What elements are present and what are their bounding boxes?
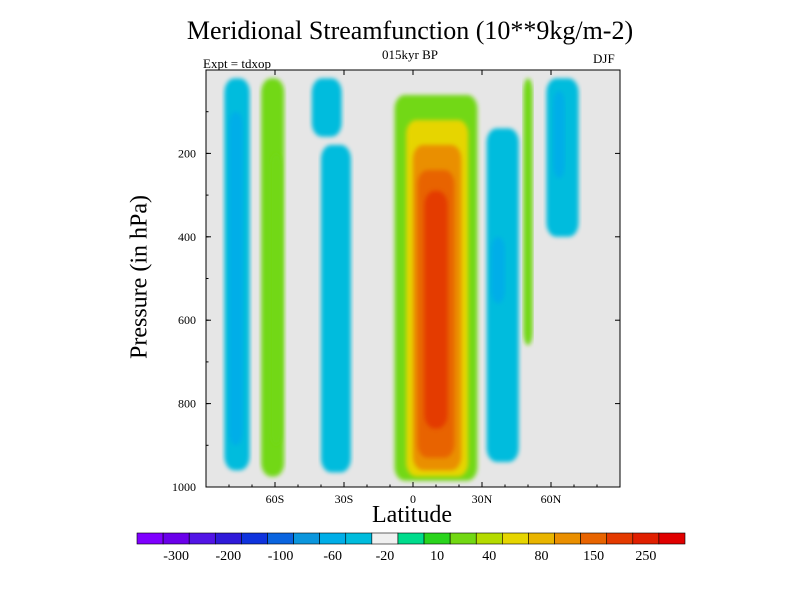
colorbar-swatch [658, 532, 686, 545]
contour-region-13 [523, 78, 533, 346]
chart-subtitle: 015kyr BP [382, 47, 438, 62]
colorbar-swatch [214, 532, 242, 545]
x-tick-label: 30S [335, 492, 354, 506]
x-tick-label: 60S [266, 492, 285, 506]
colorbar-swatch [528, 532, 555, 545]
colorbar-label: 250 [635, 549, 656, 564]
colorbar-swatch [371, 532, 399, 545]
colorbar-swatch [319, 532, 347, 545]
contour-region-1 [229, 111, 243, 446]
colorbar-label: -60 [323, 549, 342, 564]
chart-title: Meridional Streamfunction (10**9kg/m-2) [186, 16, 634, 45]
contour-region-10 [424, 190, 448, 429]
colorbar-label: 80 [534, 549, 548, 564]
colorbar-swatch [475, 532, 503, 545]
experiment-annotation: Expt = tdxop [203, 56, 271, 71]
contour-region-3 [270, 153, 282, 446]
colorbar-label: -100 [268, 549, 294, 564]
colorbar-swatch [423, 532, 451, 545]
y-tick-label: 1000 [172, 480, 196, 494]
colorbar-swatch [397, 532, 425, 545]
x-tick-label: 30N [472, 492, 493, 506]
colorbar-swatch [606, 532, 634, 545]
contour-region-4 [311, 78, 342, 137]
x-axis-label: Latitude [372, 502, 452, 528]
colorbar-label: 10 [430, 549, 444, 564]
y-tick-label: 200 [178, 146, 196, 160]
colorbar-label: -300 [163, 549, 189, 564]
y-tick-label: 400 [178, 230, 196, 244]
x-tick-label: 60N [541, 492, 562, 506]
colorbar-swatch [580, 532, 608, 545]
season-annotation: DJF [593, 51, 615, 66]
x-tick-label: 0 [410, 492, 416, 506]
colorbar-label: 40 [482, 549, 496, 564]
colorbar-label: -200 [215, 549, 241, 564]
colorbar-swatch [162, 532, 190, 545]
colorbar-swatch [632, 532, 660, 545]
contour-region-15 [553, 90, 565, 179]
contour-region-5 [321, 145, 351, 473]
colorbar-swatch [554, 532, 581, 545]
colorbar-swatch [345, 532, 373, 545]
colorbar-label: 150 [583, 549, 604, 564]
colorbar-swatch [188, 532, 216, 545]
y-tick-label: 800 [178, 397, 196, 411]
colorbar-swatch [267, 532, 294, 545]
colorbar-swatch [449, 532, 477, 545]
contour-region-12 [491, 236, 505, 304]
colorbar-swatch [136, 532, 164, 545]
colorbar-swatch [241, 532, 268, 545]
colorbar-label: -20 [376, 549, 395, 564]
colorbar-swatch [293, 532, 320, 545]
y-tick-label: 600 [178, 313, 196, 327]
colorbar-swatch [502, 532, 529, 545]
